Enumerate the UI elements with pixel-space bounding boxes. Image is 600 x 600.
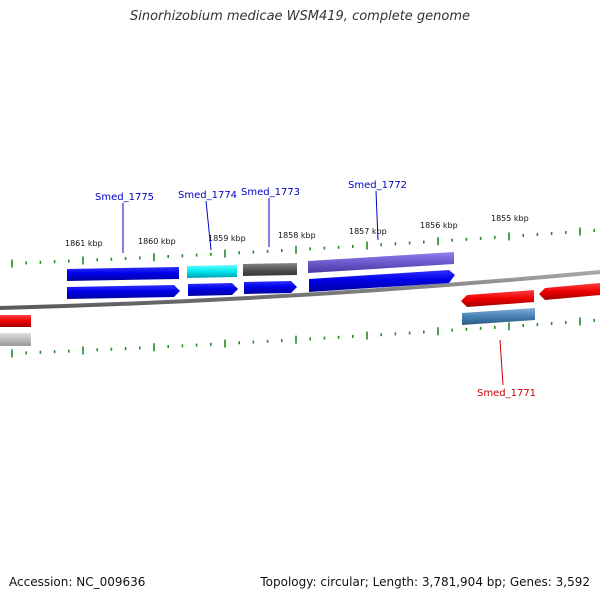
cds-left-edge-red[interactable] <box>0 315 31 327</box>
gene-label-smed-1772[interactable]: Smed_1772 <box>348 180 407 191</box>
accession-text: Accession: NC_009636 <box>9 575 146 589</box>
cds-arrow-right-edge[interactable] <box>539 283 600 300</box>
cds-arrow-smed-1775[interactable] <box>67 285 180 299</box>
gene-box-smed-1772[interactable] <box>308 252 454 273</box>
forward-strand-upper-row <box>67 252 454 281</box>
cds-arrow-smed-1774[interactable] <box>188 283 238 296</box>
cds-arrow-smed-1773[interactable] <box>244 281 297 294</box>
scale-ticks-top <box>11 227 596 268</box>
map-title: Sinorhizobium medicae WSM419, complete g… <box>129 9 471 24</box>
genome-backbone <box>0 270 600 310</box>
scale-label-1860: 1860 kbp <box>138 237 176 246</box>
gene-left-edge-gray[interactable] <box>0 333 31 346</box>
gene-box-smed-1775[interactable] <box>67 267 179 281</box>
genome-summary-text: Topology: circular; Length: 3,781,904 bp… <box>260 575 590 589</box>
scale-label-1859: 1859 kbp <box>208 234 246 243</box>
scale-label-1857: 1857 kbp <box>349 227 387 236</box>
scale-ticks-bottom <box>11 317 596 358</box>
scale-label-1861: 1861 kbp <box>65 239 103 248</box>
gene-label-smed-1771[interactable]: Smed_1771 <box>477 388 536 399</box>
gene-label-smed-1775[interactable]: Smed_1775 <box>95 192 154 203</box>
cds-arrow-smed-1772[interactable] <box>309 270 455 292</box>
gene-label-smed-1773[interactable]: Smed_1773 <box>241 187 300 198</box>
leader-smed-1774 <box>205 200 212 251</box>
forward-strand-lower-row <box>67 270 455 299</box>
leader-smed-1771 <box>499 339 504 386</box>
gene-box-smed-1774[interactable] <box>187 265 237 278</box>
scale-labels: 1861 kbp 1860 kbp 1859 kbp 1858 kbp 1857… <box>65 214 529 248</box>
gene-label-smed-1774[interactable]: Smed_1774 <box>178 190 237 201</box>
leader-smed-1772 <box>375 190 379 241</box>
scale-label-1858: 1858 kbp <box>278 231 316 240</box>
gene-box-smed-1771[interactable] <box>462 308 535 325</box>
label-leaders <box>122 190 504 386</box>
scale-label-1856: 1856 kbp <box>420 221 458 230</box>
scale-label-1855: 1855 kbp <box>491 214 529 223</box>
reverse-strand <box>0 283 600 346</box>
gene-box-smed-1773[interactable] <box>243 263 297 276</box>
cds-arrow-smed-1771[interactable] <box>461 290 534 307</box>
